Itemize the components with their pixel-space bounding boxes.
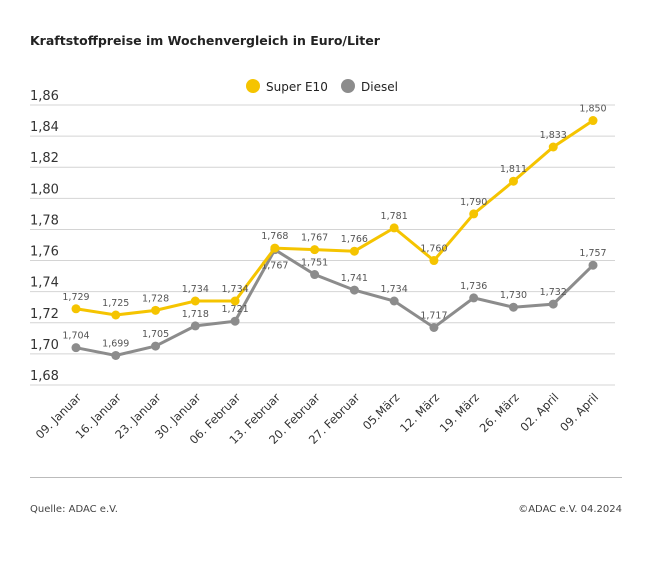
- data-point: [389, 223, 399, 233]
- data-point: [71, 304, 81, 314]
- y-tick-label: 1,80: [30, 182, 59, 197]
- data-label: 1,717: [420, 310, 447, 321]
- copyright-note: ©ADAC e.V. 04.2024: [518, 504, 622, 515]
- data-label: 1,767: [301, 233, 328, 244]
- series-line: [75, 247, 595, 357]
- data-point: [508, 302, 518, 312]
- data-label: 1,760: [420, 244, 447, 255]
- chart-title: Kraftstoffpreise im Wochenvergleich in E…: [30, 33, 380, 48]
- x-tick-label: 26. März: [477, 390, 522, 435]
- data-point: [349, 285, 359, 295]
- data-point: [588, 260, 598, 270]
- x-tick-label: 02. April: [517, 390, 561, 434]
- data-point: [230, 296, 240, 306]
- data-label: 1,766: [341, 234, 368, 245]
- data-point: [190, 296, 200, 306]
- data-point: [151, 305, 161, 315]
- y-tick-label: 1,70: [30, 338, 59, 353]
- data-point: [310, 245, 320, 255]
- legend-marker: [341, 79, 355, 93]
- data-point: [111, 310, 121, 320]
- data-point: [548, 142, 558, 152]
- y-tick-label: 1,74: [30, 276, 59, 291]
- data-label: 1,790: [460, 197, 487, 208]
- data-point: [349, 246, 359, 256]
- x-tick-label: 12. März: [397, 390, 442, 435]
- data-point: [588, 116, 598, 126]
- data-point: [270, 243, 280, 253]
- y-tick-label: 1,72: [30, 307, 59, 322]
- data-label: 1,736: [460, 281, 487, 292]
- y-tick-label: 1,68: [30, 369, 59, 384]
- data-label: 1,734: [182, 284, 209, 295]
- y-tick-label: 1,76: [30, 245, 59, 260]
- data-point: [389, 296, 399, 306]
- data-label: 1,728: [142, 293, 169, 304]
- divider: [30, 477, 622, 478]
- data-point: [310, 270, 320, 280]
- data-point: [151, 341, 161, 351]
- data-point: [508, 176, 518, 186]
- data-point: [469, 209, 479, 219]
- data-label: 1,751: [301, 258, 328, 269]
- source-note: Quelle: ADAC e.V.: [30, 504, 118, 515]
- data-label: 1,725: [102, 298, 129, 309]
- data-label: 1,704: [62, 331, 89, 342]
- data-point: [71, 343, 81, 353]
- legend-marker: [246, 79, 260, 93]
- data-label: 1,833: [540, 130, 567, 141]
- data-label: 1,699: [102, 338, 129, 349]
- x-tick-label: 09. April: [557, 390, 601, 434]
- legend-label: Super E10: [266, 80, 328, 94]
- x-tick-label: 05.März: [360, 390, 402, 432]
- data-label: 1,781: [381, 211, 408, 222]
- data-label: 1,718: [182, 309, 209, 320]
- data-label: 1,705: [142, 329, 169, 340]
- data-label: 1,741: [341, 273, 368, 284]
- data-label: 1,721: [221, 304, 248, 315]
- data-label: 1,730: [500, 290, 527, 301]
- data-point: [429, 256, 439, 266]
- y-tick-label: 1,82: [30, 151, 59, 166]
- data-label: 1,768: [261, 231, 288, 242]
- data-point: [111, 350, 121, 360]
- data-label: 1,767: [261, 261, 288, 272]
- data-point: [469, 293, 479, 303]
- legend-label: Diesel: [361, 80, 398, 94]
- data-label: 1,732: [540, 287, 567, 298]
- data-point: [190, 321, 200, 331]
- data-point: [230, 316, 240, 326]
- data-label: 1,850: [579, 104, 606, 115]
- data-label: 1,729: [62, 292, 89, 303]
- data-label: 1,734: [381, 284, 408, 295]
- y-tick-label: 1,78: [30, 213, 59, 228]
- data-label: 1,811: [500, 164, 527, 175]
- data-point: [429, 322, 439, 332]
- y-tick-label: 1,84: [30, 120, 59, 135]
- x-tick-label: 19. März: [437, 390, 482, 435]
- y-tick-label: 1,86: [30, 89, 59, 104]
- series-line: [75, 119, 594, 317]
- data-label: 1,734: [221, 284, 248, 295]
- data-point: [548, 299, 558, 309]
- data-label: 1,757: [579, 248, 606, 259]
